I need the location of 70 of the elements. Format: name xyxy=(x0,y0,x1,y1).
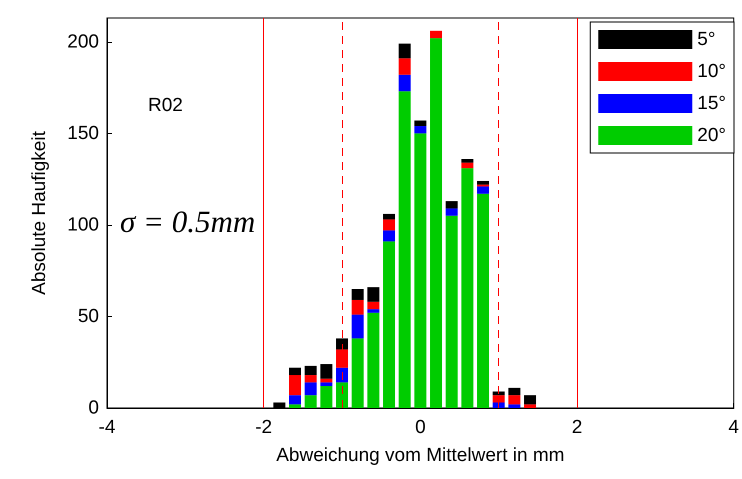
bar xyxy=(304,366,317,376)
bar xyxy=(304,382,317,396)
bar xyxy=(383,230,396,242)
bar xyxy=(414,120,426,126)
y-tick-label: 0 xyxy=(88,398,99,418)
x-tick-label: 0 xyxy=(415,417,426,438)
bar xyxy=(289,368,302,376)
bar xyxy=(320,378,332,382)
bar xyxy=(304,395,317,408)
bar xyxy=(320,382,332,386)
bar xyxy=(367,312,380,408)
x-tick-label: -2 xyxy=(255,417,272,438)
bar xyxy=(383,214,396,220)
bar xyxy=(446,216,458,408)
x-tick-label: -4 xyxy=(98,417,116,438)
bar xyxy=(524,404,536,408)
bar xyxy=(461,168,474,408)
bar xyxy=(446,201,458,208)
bar xyxy=(398,44,411,58)
y-tick-label: 150 xyxy=(67,122,99,144)
y-axis-title: Absolute Haufigkeit xyxy=(29,130,50,295)
annotation: R02 xyxy=(148,95,183,116)
bar xyxy=(414,126,426,134)
bar xyxy=(289,375,302,396)
bar xyxy=(367,302,380,310)
bar xyxy=(367,309,380,313)
bar xyxy=(430,30,442,38)
bar xyxy=(367,287,380,302)
bar xyxy=(383,219,396,230)
bar xyxy=(492,392,505,396)
bar xyxy=(461,158,474,163)
y-tick-label: 100 xyxy=(67,214,99,236)
bar xyxy=(398,91,411,408)
bar xyxy=(414,133,426,408)
legend-label: 20° xyxy=(697,125,726,146)
bar xyxy=(492,402,505,408)
bar xyxy=(477,186,490,194)
annotation: σ = 0.5mm xyxy=(120,204,256,239)
bar xyxy=(352,300,364,315)
legend-label: 10° xyxy=(697,61,726,82)
bar xyxy=(289,395,302,404)
bar xyxy=(289,404,302,408)
bar xyxy=(508,404,520,408)
bar xyxy=(352,288,364,300)
bar xyxy=(336,368,348,382)
bar xyxy=(320,386,332,408)
bar xyxy=(398,58,411,75)
bar xyxy=(524,395,536,404)
bar xyxy=(336,382,348,408)
bar xyxy=(446,208,458,216)
bar xyxy=(352,338,364,408)
bar xyxy=(336,338,348,350)
bar xyxy=(477,180,490,185)
bar xyxy=(461,162,474,168)
bar xyxy=(508,395,520,404)
bar xyxy=(352,314,364,338)
legend-label: 5° xyxy=(697,29,716,50)
bar xyxy=(508,388,520,396)
bar xyxy=(398,74,411,92)
x-tick-label: 2 xyxy=(572,417,582,438)
bar xyxy=(430,38,442,408)
x-tick-label: 4 xyxy=(728,417,740,438)
bar xyxy=(304,375,317,382)
bar xyxy=(320,364,332,379)
x-axis-title: Abweichung vom Mittelwert in mm xyxy=(276,445,564,466)
bar xyxy=(477,194,490,408)
y-tick-label: 50 xyxy=(78,306,99,327)
y-tick-label: 200 xyxy=(67,31,99,52)
legend-label: 15° xyxy=(697,93,726,114)
bar xyxy=(383,241,396,408)
